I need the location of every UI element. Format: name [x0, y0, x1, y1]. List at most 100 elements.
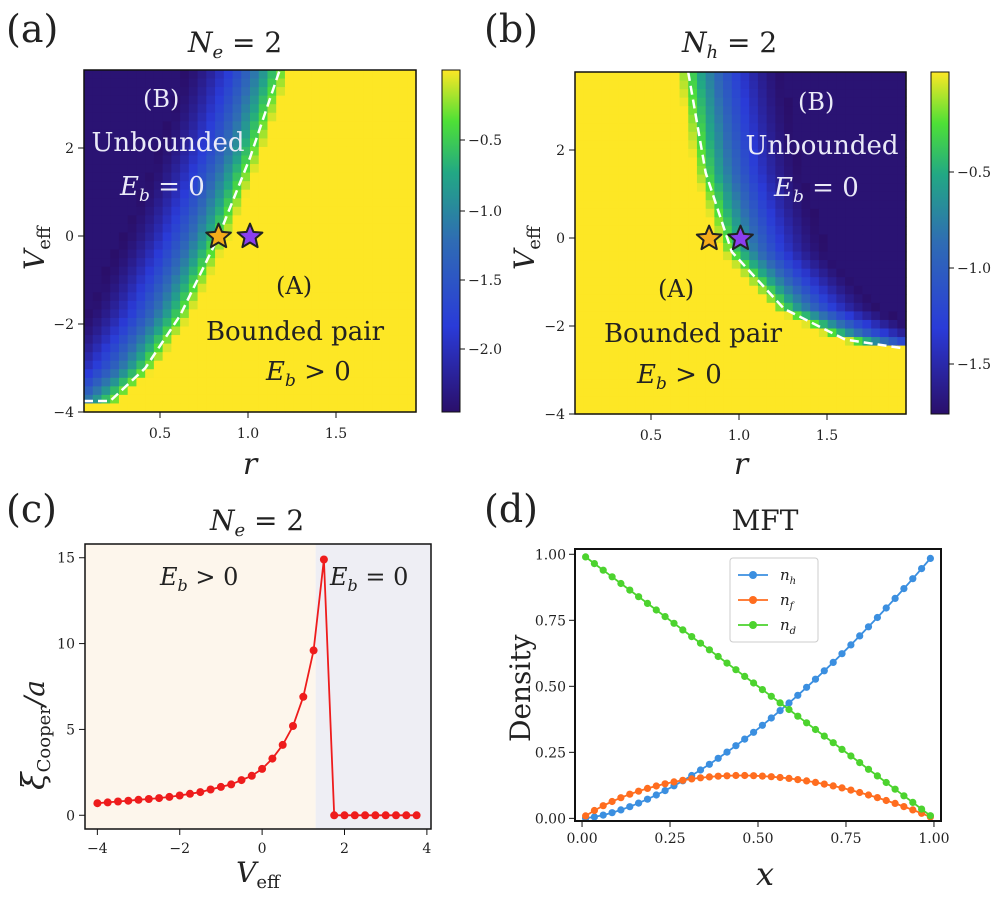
heatmap-cell [766, 379, 776, 389]
heatmap-cell [810, 174, 820, 184]
heatmap-cell [92, 138, 103, 148]
heatmap-cell [853, 396, 864, 407]
heatmap-cell [818, 302, 829, 312]
heatmap-cell [215, 292, 225, 302]
heatmap-cell [740, 345, 750, 355]
heatmap-cell [897, 388, 907, 398]
heatmap-cell [162, 181, 172, 191]
heatmap-cell [241, 206, 251, 216]
heatmap-cell [618, 268, 628, 278]
heatmap-cell [740, 302, 750, 312]
heatmap-cell [792, 183, 803, 193]
heatmap-cell [398, 181, 408, 191]
heatmap-cell [127, 309, 138, 319]
heatmap-cell [714, 260, 724, 270]
heatmap-cell [319, 241, 330, 251]
heatmap-cell [618, 200, 628, 210]
heatmap-cell [110, 360, 120, 370]
heatmap-cell [897, 89, 907, 99]
heatmap-cell [311, 181, 321, 191]
data-point [381, 811, 390, 820]
heatmap-cell [801, 268, 811, 278]
data-point [392, 811, 400, 820]
heatmap-cell [232, 241, 242, 251]
heatmap-cell [153, 386, 164, 396]
heatmap-cell [662, 166, 672, 176]
heatmap-cell [223, 369, 234, 379]
heatmap-cell [197, 300, 207, 310]
y-tick-label: 0.00 [535, 811, 566, 827]
heatmap-cell [381, 129, 391, 139]
heatmap-cell [627, 72, 637, 82]
heatmap-cell [372, 326, 382, 336]
heatmap-cell [845, 302, 855, 312]
heatmap-cell [618, 337, 628, 347]
heatmap-cell [162, 78, 172, 88]
heatmap-cell [136, 317, 146, 328]
heatmap-cell [110, 249, 120, 259]
data-point-nf [847, 786, 855, 794]
heatmap-cell [84, 121, 94, 131]
heatmap-cell [723, 362, 733, 372]
heatmap-cell [705, 157, 715, 167]
heatmap-cell [153, 104, 164, 114]
heatmap-cell [618, 174, 628, 184]
heatmap-cell [818, 114, 829, 124]
heatmap-cell [749, 388, 759, 398]
heatmap-cell [171, 352, 181, 362]
heatmap-cell [372, 386, 382, 396]
heatmap-cell [188, 241, 199, 251]
heatmap-cell [127, 223, 138, 234]
heatmap-cell [92, 394, 103, 405]
heatmap-cell [670, 123, 681, 133]
heatmap-cell [792, 148, 803, 159]
heatmap-cell [853, 243, 864, 253]
heatmap-cell [662, 114, 672, 124]
heatmap-cell [653, 174, 663, 184]
heatmap-cell [250, 215, 260, 225]
heatmap-cell [731, 337, 742, 347]
heatmap-cell [784, 277, 794, 287]
heatmap-cell [862, 268, 872, 278]
heatmap-cell [118, 352, 129, 362]
heatmap-cell [601, 200, 611, 210]
heatmap-cell [162, 70, 172, 80]
heatmap-cell [381, 249, 391, 259]
heatmap-cell [215, 95, 225, 105]
heatmap-cell [84, 258, 94, 268]
heatmap-cell [792, 285, 803, 295]
heatmap-cell [635, 80, 646, 90]
heatmap-cell [258, 146, 269, 157]
legend-marker-nf [749, 596, 757, 604]
heatmap-cell [302, 394, 312, 405]
heatmap-cell [836, 234, 846, 244]
heatmap-cell [188, 343, 199, 353]
heatmap-cell [775, 89, 785, 99]
heatmap-cell [302, 155, 312, 165]
heatmap-cell [319, 352, 330, 362]
heatmap-cell [354, 189, 365, 199]
heatmap-cell [127, 343, 138, 353]
heatmap-cell [766, 319, 776, 330]
heatmap-cell [180, 223, 190, 234]
heatmap-cell [784, 362, 794, 372]
heatmap-cell [223, 215, 234, 225]
heatmap-cell [679, 302, 689, 312]
heatmap-cell [723, 371, 733, 381]
heatmap-cell [827, 174, 837, 184]
heatmap-cell [136, 377, 146, 387]
heatmap-cell [845, 243, 855, 253]
heatmap-cell [232, 215, 242, 225]
heatmap-cell [180, 317, 190, 328]
data-point-nf [679, 776, 687, 784]
heatmap-cell [267, 317, 277, 328]
heatmap-cell [407, 249, 417, 259]
heatmap-cell [827, 97, 837, 107]
heatmap-cell [879, 302, 890, 312]
heatmap-cell [740, 396, 750, 407]
heatmap-cell [250, 317, 260, 328]
heatmap-cell [398, 70, 408, 80]
heatmap-cell [609, 328, 620, 338]
heatmap-cell [653, 123, 663, 133]
heatmap-cell [879, 174, 890, 184]
